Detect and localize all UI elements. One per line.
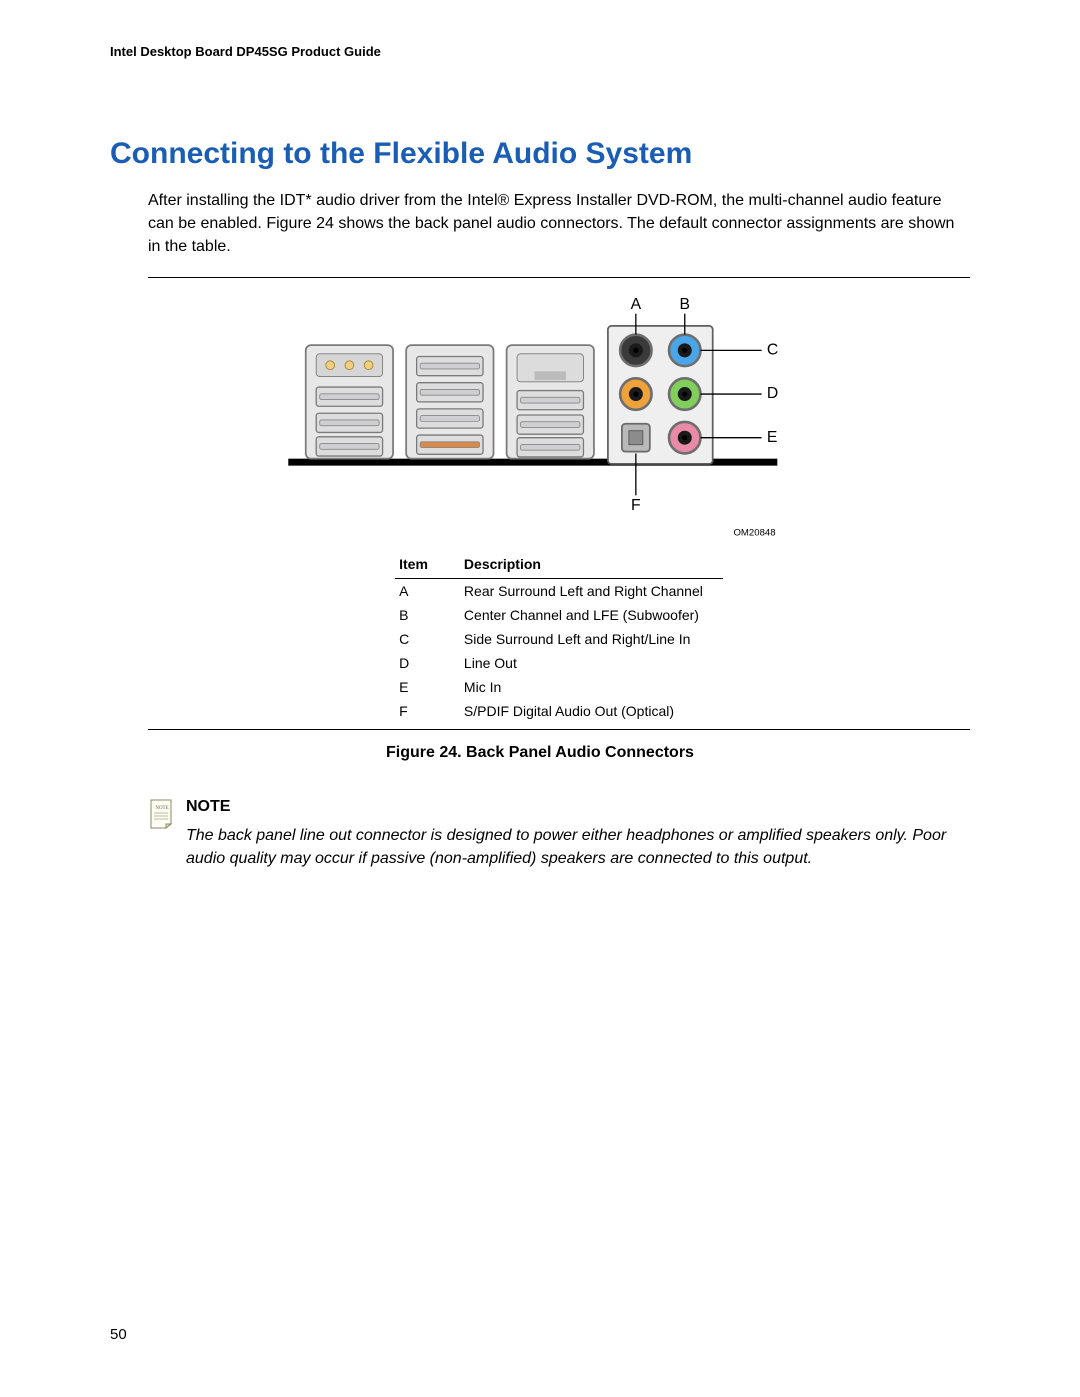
table-row: BCenter Channel and LFE (Subwoofer) bbox=[395, 603, 723, 627]
svg-text:F: F bbox=[631, 497, 641, 514]
figure-block: ABCDEFOM20848 Item Description ARear Sur… bbox=[148, 277, 970, 730]
table-row: FS/PDIF Digital Audio Out (Optical) bbox=[395, 699, 723, 723]
table-row: DLine Out bbox=[395, 651, 723, 675]
svg-text:B: B bbox=[680, 296, 690, 313]
note-block: NOTE NOTE The back panel line out connec… bbox=[148, 798, 970, 870]
cell-item: C bbox=[395, 627, 460, 651]
svg-text:E: E bbox=[767, 428, 777, 445]
svg-text:C: C bbox=[767, 341, 778, 358]
cell-desc: S/PDIF Digital Audio Out (Optical) bbox=[460, 699, 723, 723]
note-text: The back panel line out connector is des… bbox=[186, 824, 970, 870]
svg-text:A: A bbox=[631, 296, 642, 313]
cell-item: E bbox=[395, 675, 460, 699]
cell-desc: Center Channel and LFE (Subwoofer) bbox=[460, 603, 723, 627]
cell-desc: Line Out bbox=[460, 651, 723, 675]
figure-caption: Figure 24. Back Panel Audio Connectors bbox=[110, 744, 970, 762]
back-panel-diagram: A B C D E F OM20848 bbox=[279, 284, 839, 546]
cell-item: A bbox=[395, 578, 460, 603]
svg-text:NOTE: NOTE bbox=[155, 806, 168, 811]
connector-table: Item Description ARear Surround Left and… bbox=[395, 552, 723, 723]
col-desc: Description bbox=[460, 552, 723, 579]
section-title: Connecting to the Flexible Audio System bbox=[110, 137, 970, 171]
note-icon: NOTE bbox=[148, 796, 176, 830]
intro-paragraph: After installing the IDT* audio driver f… bbox=[148, 189, 970, 259]
col-item: Item bbox=[395, 552, 460, 579]
svg-text:D: D bbox=[767, 385, 778, 402]
cell-desc: Mic In bbox=[460, 675, 723, 699]
cell-desc: Rear Surround Left and Right Channel bbox=[460, 578, 723, 603]
table-row: ARear Surround Left and Right Channel bbox=[395, 578, 723, 603]
running-header: Intel Desktop Board DP45SG Product Guide bbox=[110, 44, 970, 59]
cell-item: F bbox=[395, 699, 460, 723]
cell-item: D bbox=[395, 651, 460, 675]
cell-desc: Side Surround Left and Right/Line In bbox=[460, 627, 723, 651]
table-row: CSide Surround Left and Right/Line In bbox=[395, 627, 723, 651]
page: Intel Desktop Board DP45SG Product Guide… bbox=[0, 0, 1080, 1397]
table-row: EMic In bbox=[395, 675, 723, 699]
page-number: 50 bbox=[110, 1326, 127, 1343]
cell-item: B bbox=[395, 603, 460, 627]
svg-text:OM20848: OM20848 bbox=[733, 527, 775, 538]
note-label: NOTE bbox=[186, 798, 970, 816]
